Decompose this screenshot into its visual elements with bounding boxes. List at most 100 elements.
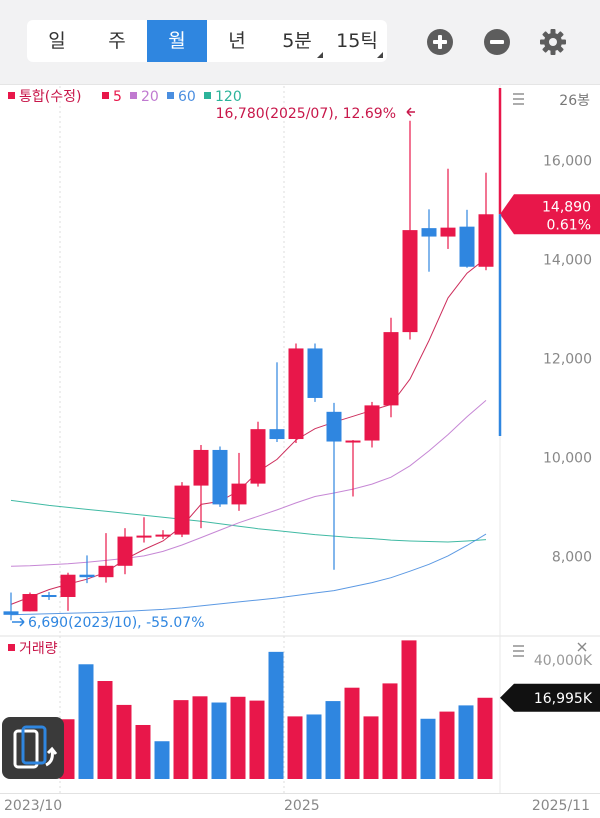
volume-bar-18 bbox=[382, 683, 398, 779]
high-price-label: 16,780(2025/07), 12.69% bbox=[216, 106, 396, 122]
legend-label-3: 120 bbox=[215, 89, 242, 105]
period-tab-label: 년 bbox=[228, 30, 246, 52]
period-tab-4[interactable]: 5분 bbox=[267, 20, 327, 62]
candle-body bbox=[98, 565, 114, 578]
candle-4 bbox=[79, 555, 95, 584]
rotate-screen-icon bbox=[13, 725, 58, 769]
candle-body bbox=[288, 348, 304, 440]
candle-count: 26봉 bbox=[559, 93, 590, 109]
price-tick-0: 8,000 bbox=[552, 549, 592, 565]
period-segmented-control: 일 주 월 년 5분 15틱 bbox=[27, 20, 387, 62]
candle-body bbox=[117, 536, 133, 566]
x-tick-2: 2025/11 bbox=[532, 798, 590, 814]
volume-title: 거래량 bbox=[19, 641, 58, 657]
period-tab-label: 5분 bbox=[282, 30, 312, 52]
volume-bar-19 bbox=[401, 640, 417, 779]
volume-bar-23 bbox=[477, 697, 493, 779]
candle-20 bbox=[383, 317, 399, 418]
volume-bar-8 bbox=[192, 696, 208, 779]
close-icon bbox=[577, 642, 587, 652]
volume-bar-9 bbox=[211, 702, 227, 779]
chart-overlay: 14,890 0.61% 16,780(2025/07), 12.69% 6,690(… bbox=[8, 88, 600, 712]
candle-body bbox=[79, 574, 95, 578]
price-tick-3: 14,000 bbox=[543, 252, 592, 268]
candle-3 bbox=[60, 572, 76, 611]
zoom-in-button[interactable] bbox=[427, 29, 453, 55]
candle-body bbox=[421, 228, 437, 237]
dropdown-corner-icon bbox=[317, 52, 323, 58]
gear-icon[interactable] bbox=[538, 27, 568, 57]
volume-bar-10 bbox=[230, 696, 246, 779]
legend-label-0: 5 bbox=[113, 89, 122, 105]
chart-axes: 8,000 10,000 12,000 14,000 16,000 2023/10 2025… bbox=[4, 153, 592, 814]
candle-13 bbox=[250, 421, 266, 487]
candle-8 bbox=[155, 530, 171, 540]
candle-18 bbox=[345, 440, 361, 497]
candle-body bbox=[364, 405, 380, 441]
candle-16 bbox=[307, 343, 323, 402]
candle-body bbox=[459, 226, 475, 267]
volume-bar-21 bbox=[439, 711, 455, 779]
candle-body bbox=[440, 227, 456, 237]
period-tab-5[interactable]: 15틱 bbox=[327, 20, 387, 62]
volume-bar-6 bbox=[154, 741, 170, 779]
current-volume-value: 16,995K bbox=[534, 691, 593, 707]
volume-bar-3 bbox=[97, 681, 113, 779]
candle-24 bbox=[459, 209, 475, 268]
candle-body bbox=[402, 230, 418, 333]
current-price-marker bbox=[500, 194, 600, 235]
candle-2 bbox=[41, 592, 57, 600]
x-tick-0: 2023/10 bbox=[4, 798, 62, 814]
volume-bar-20 bbox=[420, 718, 436, 779]
candle-body bbox=[60, 574, 76, 597]
current-price-value: 14,890 bbox=[542, 199, 591, 215]
price-chart[interactable]: 8,000 10,000 12,000 14,000 16,000 2023/10 2025… bbox=[0, 84, 600, 818]
zoom-out-button[interactable] bbox=[484, 29, 510, 55]
candle-25 bbox=[478, 172, 494, 271]
period-tab-1[interactable]: 주 bbox=[87, 20, 147, 62]
legend-swatch-2 bbox=[167, 92, 174, 99]
ma120-line bbox=[10, 499, 487, 543]
dropdown-corner-icon bbox=[377, 52, 383, 58]
rotate-screen-button[interactable] bbox=[2, 717, 64, 779]
legend-main-swatch bbox=[8, 92, 15, 99]
low-arrow-icon bbox=[12, 617, 25, 627]
period-tab-label: 주 bbox=[108, 30, 126, 52]
volume-bar-14 bbox=[306, 714, 322, 779]
candle-body bbox=[345, 440, 361, 443]
candle-body bbox=[22, 594, 38, 612]
candle-21 bbox=[402, 120, 418, 340]
volume-bar-12 bbox=[268, 651, 284, 779]
candle-body bbox=[212, 449, 228, 505]
candle-23 bbox=[440, 168, 456, 249]
volume-legend-swatch bbox=[8, 644, 15, 651]
volume-bars bbox=[40, 640, 493, 779]
current-price-change: 0.61% bbox=[547, 217, 591, 233]
candle-0 bbox=[3, 592, 19, 621]
high-arrow-icon bbox=[406, 107, 415, 117]
period-tab-3[interactable]: 년 bbox=[207, 20, 267, 62]
volume-bar-22 bbox=[458, 705, 474, 779]
candle-17 bbox=[326, 402, 342, 570]
volume-max-tick: 40,000K bbox=[534, 653, 593, 669]
candle-12 bbox=[231, 452, 247, 511]
candle-body bbox=[478, 214, 494, 267]
period-tab-0[interactable]: 일 bbox=[27, 20, 87, 62]
candle-7 bbox=[136, 517, 152, 543]
candle-9 bbox=[174, 482, 190, 538]
candle-body bbox=[250, 429, 266, 484]
volume-bar-11 bbox=[249, 700, 265, 779]
candle-5 bbox=[98, 533, 114, 583]
legend-swatch-0 bbox=[102, 92, 109, 99]
legend-label-1: 20 bbox=[141, 89, 159, 105]
period-tab-label: 일 bbox=[48, 30, 66, 52]
period-tab-2[interactable]: 월 bbox=[147, 20, 207, 62]
candle-body bbox=[269, 429, 285, 440]
candle-body bbox=[174, 485, 190, 535]
candle-body bbox=[3, 611, 19, 615]
candle-11 bbox=[212, 446, 228, 507]
ma60-line bbox=[10, 533, 487, 616]
volume-bar-2 bbox=[78, 664, 94, 779]
x-tick-1: 2025 bbox=[284, 798, 320, 814]
candle-body bbox=[136, 535, 152, 538]
